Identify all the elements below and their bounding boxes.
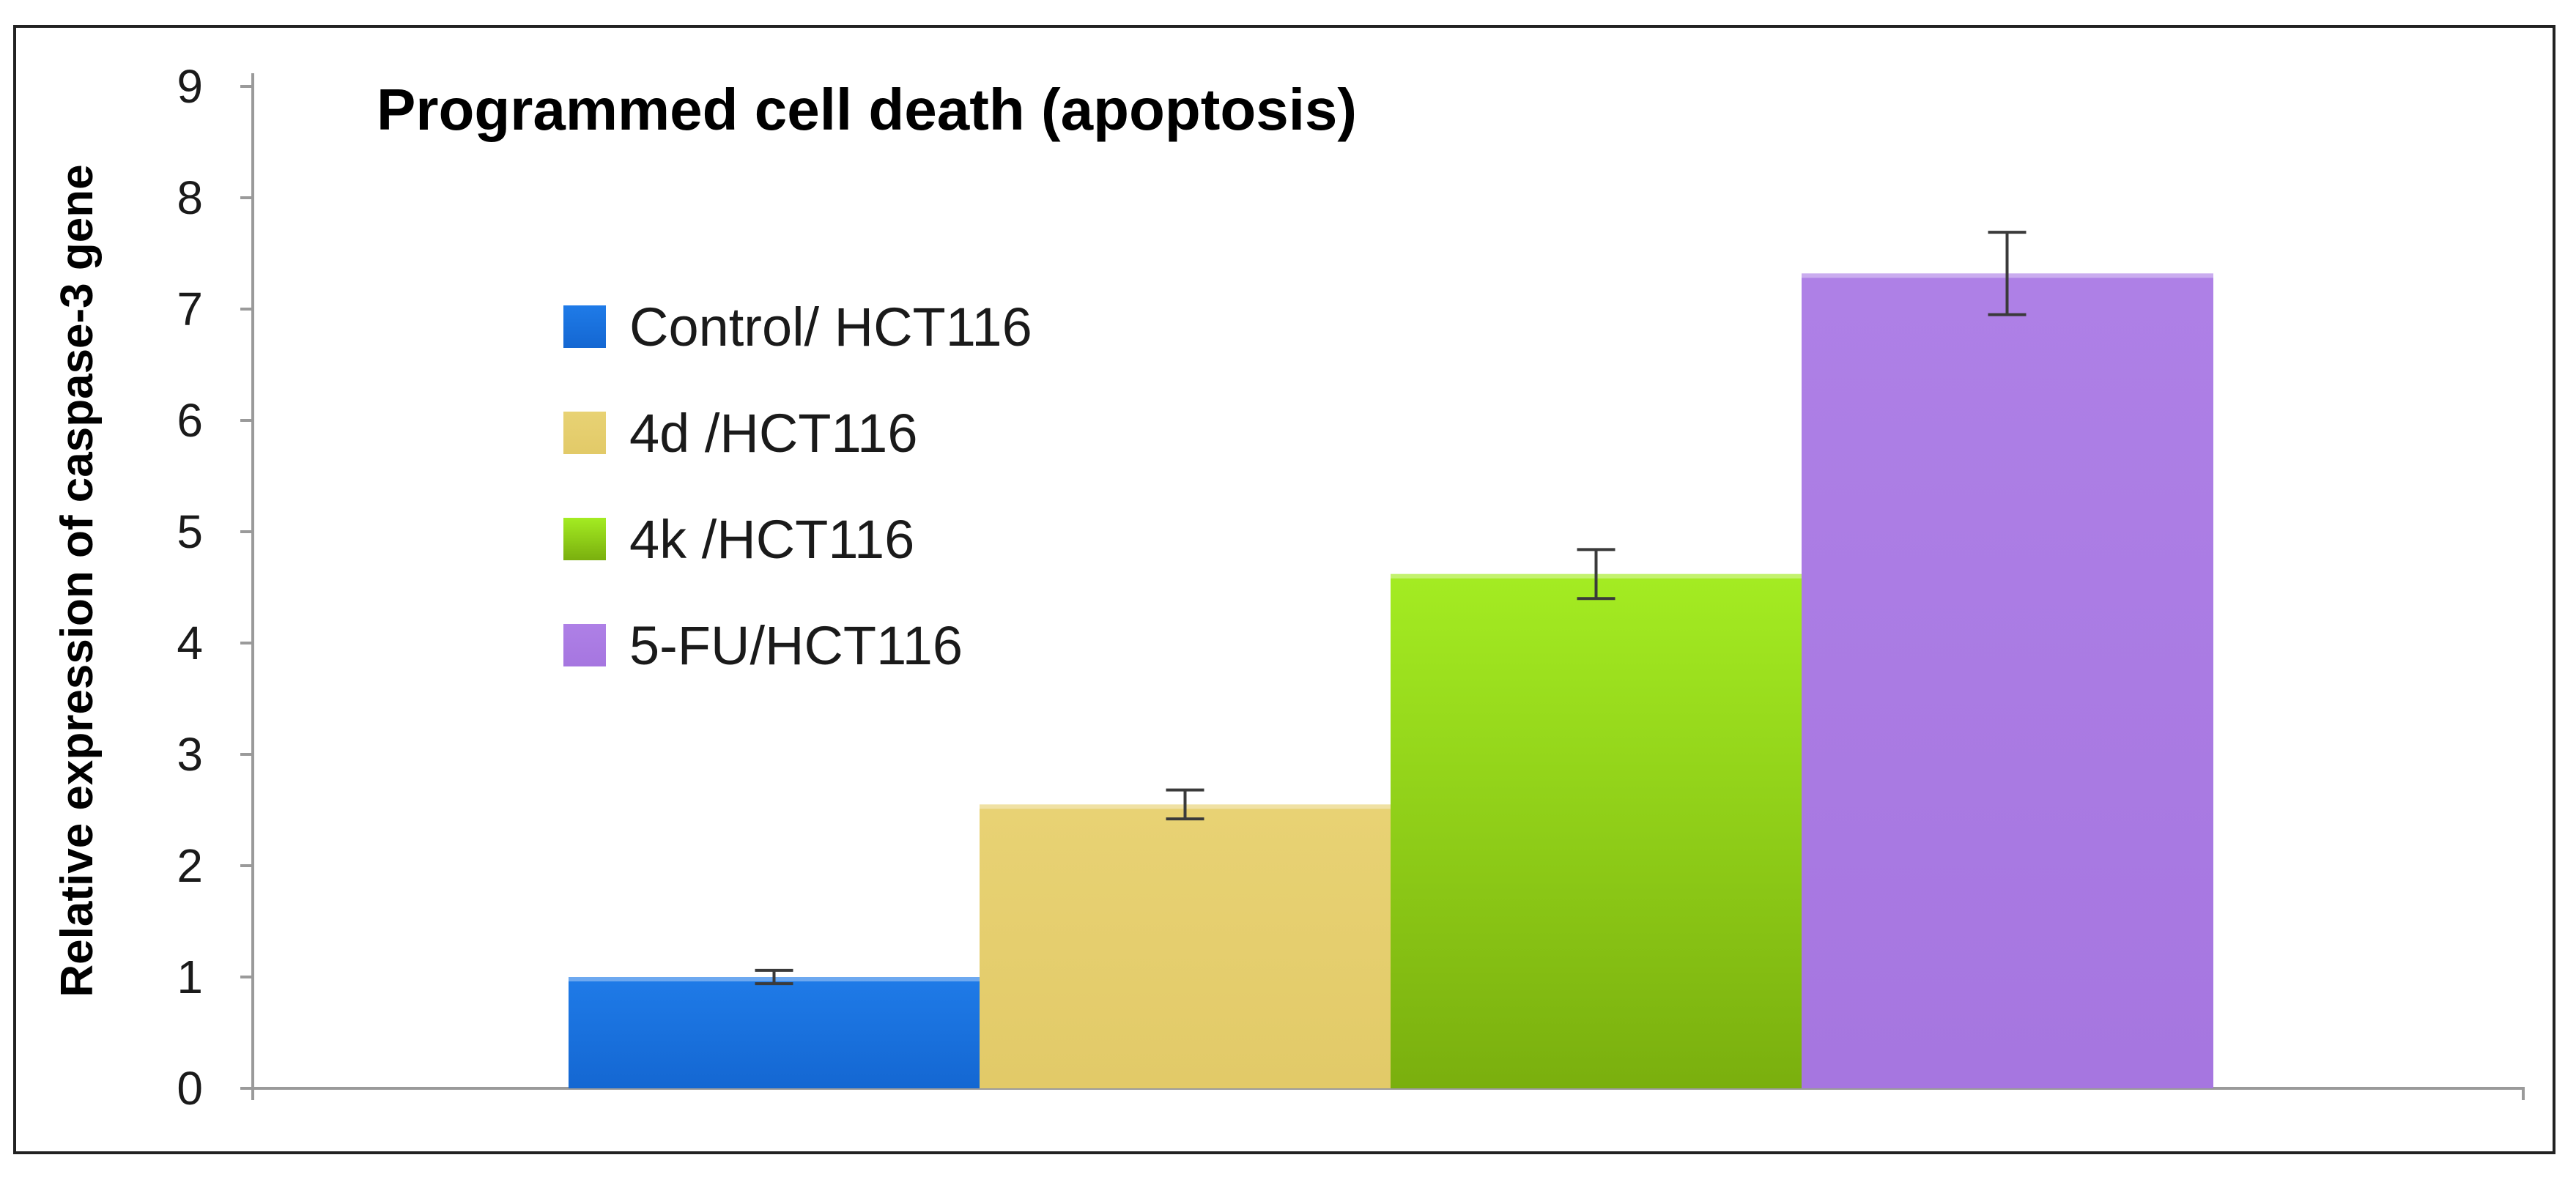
y-tick-label: 8 xyxy=(177,171,203,224)
chart-title: Programmed cell death (apoptosis) xyxy=(377,77,1357,142)
error-bar xyxy=(1577,548,1615,601)
y-tick-label: 9 xyxy=(177,60,203,113)
y-tick-label: 3 xyxy=(177,728,203,781)
error-bar xyxy=(1166,788,1204,821)
y-tick-label: 0 xyxy=(177,1062,203,1115)
legend-swatch xyxy=(563,412,606,454)
bar xyxy=(980,804,1391,1088)
legend-label: Control/ HCT116 xyxy=(629,297,1032,357)
error-bar xyxy=(755,968,793,986)
bar xyxy=(569,977,980,1088)
y-tick-label: 2 xyxy=(177,839,203,892)
y-tick-label: 5 xyxy=(177,505,203,558)
y-tick-label: 4 xyxy=(177,617,203,669)
legend-swatch xyxy=(563,624,606,666)
legend-label: 5-FU/HCT116 xyxy=(629,615,963,676)
legend-swatch xyxy=(563,305,606,348)
y-tick-group: 0 1 2 3 4 5 6 7 8 9 xyxy=(177,60,253,1115)
y-tick-label: 6 xyxy=(177,394,203,447)
y-tick-label: 1 xyxy=(177,951,203,1003)
legend-label: 4k /HCT116 xyxy=(629,509,914,570)
y-axis: 0 1 2 3 4 5 6 7 8 9 xyxy=(177,60,254,1115)
chart-frame xyxy=(13,25,2555,1154)
y-tick-label: 7 xyxy=(177,283,203,335)
bar-group xyxy=(569,273,2213,1088)
legend-label: 4d /HCT116 xyxy=(629,403,918,464)
legend: Control/ HCT116 4d /HCT116 4k /HCT116 5-FU… xyxy=(563,297,1032,676)
error-bar xyxy=(1988,231,2027,316)
legend-swatch xyxy=(563,518,606,560)
bar xyxy=(1391,573,1802,1088)
x-axis xyxy=(253,1087,2525,1100)
y-axis-label: Relative expression of caspase-3 gene xyxy=(52,164,103,997)
bar xyxy=(1802,273,2213,1088)
error-bar-group xyxy=(755,231,2027,986)
